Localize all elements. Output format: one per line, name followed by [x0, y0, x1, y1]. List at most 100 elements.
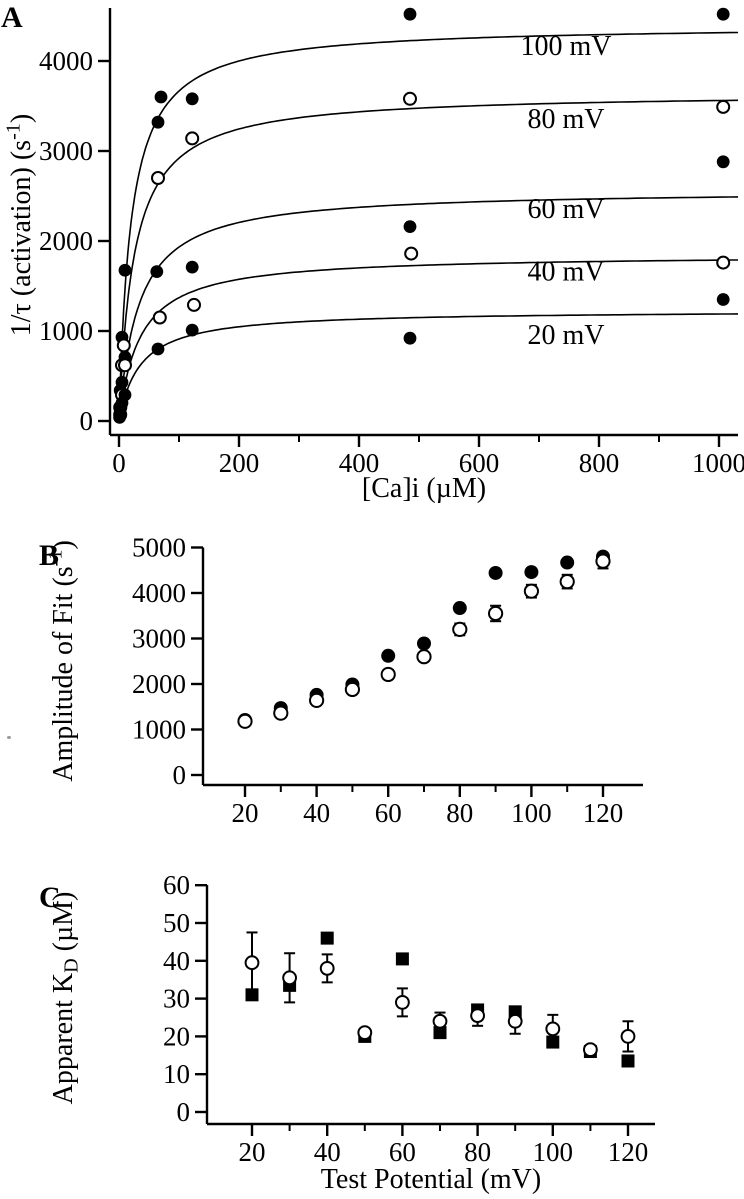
data-point-open-circle	[116, 338, 131, 353]
panel-c-chart: 0 10 20 30 40 50 60 20 40 60 80 100 120 Test Potentia…	[48, 870, 655, 1195]
series-100-mv: 100 mV	[113, 7, 730, 397]
y-tick-label: 10	[163, 1059, 190, 1089]
x-tick-label: 60	[375, 798, 402, 828]
x-tick-label: 80	[446, 798, 473, 828]
panel-a-label: A	[1, 1, 23, 34]
y-axis-title: 1/τ (activation) (s-1)	[2, 114, 37, 336]
x-tick-label: 60	[389, 1137, 416, 1167]
panel-b-tick-labels: 0 1000 2000 3000 4000 5000 20 40 60 80 100 120	[132, 533, 623, 829]
x-tick-label: 20	[239, 1137, 266, 1167]
data-point-open-circle	[273, 705, 289, 721]
x-axis-title: Test Potential (mV)	[321, 1164, 541, 1195]
data-point-open-circle	[357, 1025, 373, 1041]
data-point-filled-square	[245, 988, 259, 1002]
curve-label: 100 mV	[521, 31, 612, 62]
data-point-filled-circle	[185, 260, 199, 274]
data-point-open-circle	[395, 994, 410, 1010]
x-tick-label: 1000	[692, 448, 744, 478]
y-tick-label: 0	[177, 1097, 191, 1127]
panel-c-label: C	[39, 881, 61, 914]
data-point-open-circle	[559, 574, 575, 590]
x-tick-label: 120	[608, 1137, 649, 1167]
x-tick-label: 40	[303, 798, 330, 828]
data-point-filled-circle	[150, 265, 164, 278]
scan-artifact-dot	[7, 736, 11, 739]
data-point-filled-circle	[115, 375, 129, 389]
curve-label: 80 mV	[528, 104, 605, 135]
series-20-mv: 20 mV	[113, 293, 730, 424]
x-tick-label: 100	[511, 798, 552, 828]
panel-b-chart: 0 1000 2000 3000 4000 5000 20 40 60 80 100 120 Ampli…	[44, 533, 643, 829]
data-point-filled-circle	[488, 565, 503, 580]
panel-a-tick-labels: 0 1000 2000 3000 4000 0 200 400 600 800 1000	[39, 46, 744, 478]
data-point-filled-circle	[452, 601, 467, 616]
y-tick-label: 4000	[132, 578, 186, 608]
fit-curve-100-mv	[118, 31, 739, 421]
data-point-filled-circle	[716, 155, 730, 169]
data-point-filled-circle	[151, 342, 165, 356]
data-point-filled-circle	[185, 92, 199, 106]
data-point-open-circle	[344, 681, 360, 698]
y-tick-label: 30	[163, 984, 190, 1014]
x-tick-label: 400	[339, 448, 380, 478]
data-point-filled-circle	[118, 388, 132, 402]
x-tick-label: 800	[579, 448, 620, 478]
data-point-open-circle	[620, 1029, 636, 1044]
data-point-filled-circle	[716, 7, 730, 21]
x-tick-label: 120	[583, 798, 624, 828]
data-point-open-circle	[595, 553, 611, 569]
y-tick-label: 3000	[39, 136, 93, 166]
panel-c-axes	[195, 884, 655, 1136]
series-filled-squares	[245, 931, 635, 1068]
data-point-filled-circle	[417, 636, 431, 651]
data-point-open-circle	[118, 358, 132, 373]
y-tick-label: 4000	[39, 46, 93, 76]
data-point-filled-circle	[403, 7, 417, 21]
panel-b-axes	[191, 546, 643, 797]
data-point-filled-circle	[524, 565, 539, 580]
data-point-filled-circle	[118, 263, 132, 277]
data-point-open-circle	[523, 583, 540, 599]
x-tick-label: 100	[533, 1137, 574, 1167]
data-point-open-circle	[545, 1021, 561, 1037]
x-tick-label: 40	[314, 1137, 341, 1167]
data-point-open-circle	[237, 713, 253, 729]
data-point-filled-circle	[151, 115, 165, 129]
y-tick-label: 1000	[39, 316, 93, 346]
panel-a-axes	[98, 8, 738, 447]
data-point-open-circle	[403, 91, 417, 106]
panel-a-axis-titles: [Ca]i (µM) 1/τ (activation) (s-1)	[2, 114, 486, 504]
y-tick-label: 60	[163, 870, 190, 900]
x-tick-label: 20	[232, 798, 259, 828]
data-point-open-circle	[282, 970, 298, 986]
data-point-open-circle	[488, 605, 504, 622]
data-point-open-circle	[185, 131, 200, 146]
data-point-open-circle	[452, 621, 468, 638]
x-tick-label: 200	[219, 448, 260, 478]
data-point-open-circle	[432, 1013, 448, 1029]
fit-curve-60-mv	[118, 196, 739, 421]
data-point-open-circle	[309, 692, 325, 708]
data-point-filled-circle	[716, 293, 730, 306]
data-point-open-circle	[152, 310, 167, 325]
y-tick-label: 40	[163, 946, 190, 976]
series-filled-circles	[238, 549, 610, 727]
data-point-filled-square	[395, 952, 409, 966]
series-open-circles	[237, 552, 611, 729]
data-point-filled-circle	[381, 648, 396, 663]
panel-b-axis-titles: Amplitude of Fit (s-1)	[44, 540, 79, 782]
y-tick-label: 5000	[132, 533, 186, 563]
data-point-open-circle	[380, 666, 396, 683]
x-tick-label: 80	[464, 1137, 491, 1167]
fit-curve-20-mv	[118, 313, 739, 422]
series-40-mv: 40 mV	[113, 246, 731, 422]
panel-b-label: B	[39, 539, 60, 572]
x-tick-label: 600	[459, 448, 500, 478]
data-point-filled-circle	[403, 220, 417, 234]
curve-label: 20 mV	[528, 320, 605, 351]
data-point-open-circle	[716, 255, 731, 270]
data-point-filled-square	[320, 931, 334, 945]
data-point-open-circle	[416, 649, 432, 665]
y-tick-label: 0	[80, 406, 94, 436]
data-point-open-circle	[187, 297, 201, 312]
